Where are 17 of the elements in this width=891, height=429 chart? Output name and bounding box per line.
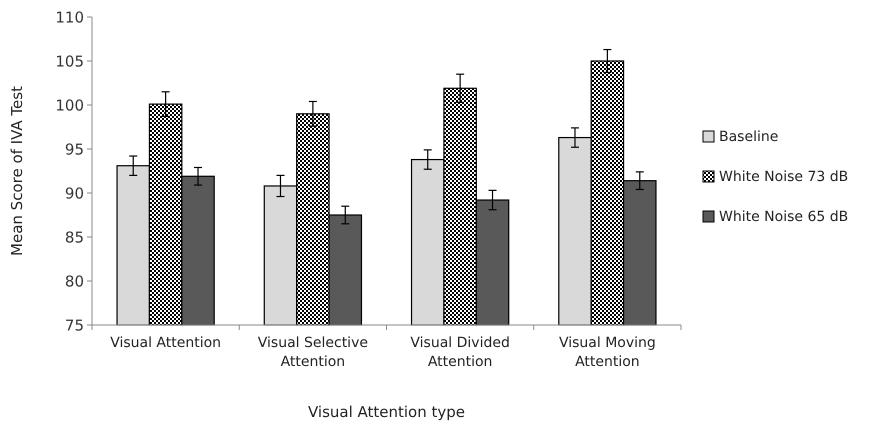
y-tick-label: 105: [55, 52, 84, 70]
legend-label: Baseline: [719, 129, 778, 145]
y-tick-label: 110: [55, 8, 84, 26]
x-axis-title: Visual Attention type: [308, 403, 466, 421]
y-tick-label: 85: [64, 228, 84, 246]
x-tick-label: Visual Divided Attention: [410, 335, 510, 370]
y-tick-label: 95: [64, 140, 84, 158]
y-tick-label: 90: [64, 184, 84, 202]
y-tick-label: 80: [64, 272, 84, 290]
y-tick-label: 100: [55, 96, 84, 114]
y-axis-title: Mean Score of IVA Test: [8, 86, 26, 256]
y-tick-label: 75: [64, 316, 84, 334]
legend-label: White Noise 73 dB: [719, 169, 848, 185]
x-tick-label: Visual Attention: [110, 335, 222, 351]
legend-label: White Noise 65 dB: [719, 209, 848, 225]
x-tick-label: Visual Moving Attention: [558, 335, 656, 370]
x-tick-label: Visual Selective Attention: [258, 335, 368, 370]
